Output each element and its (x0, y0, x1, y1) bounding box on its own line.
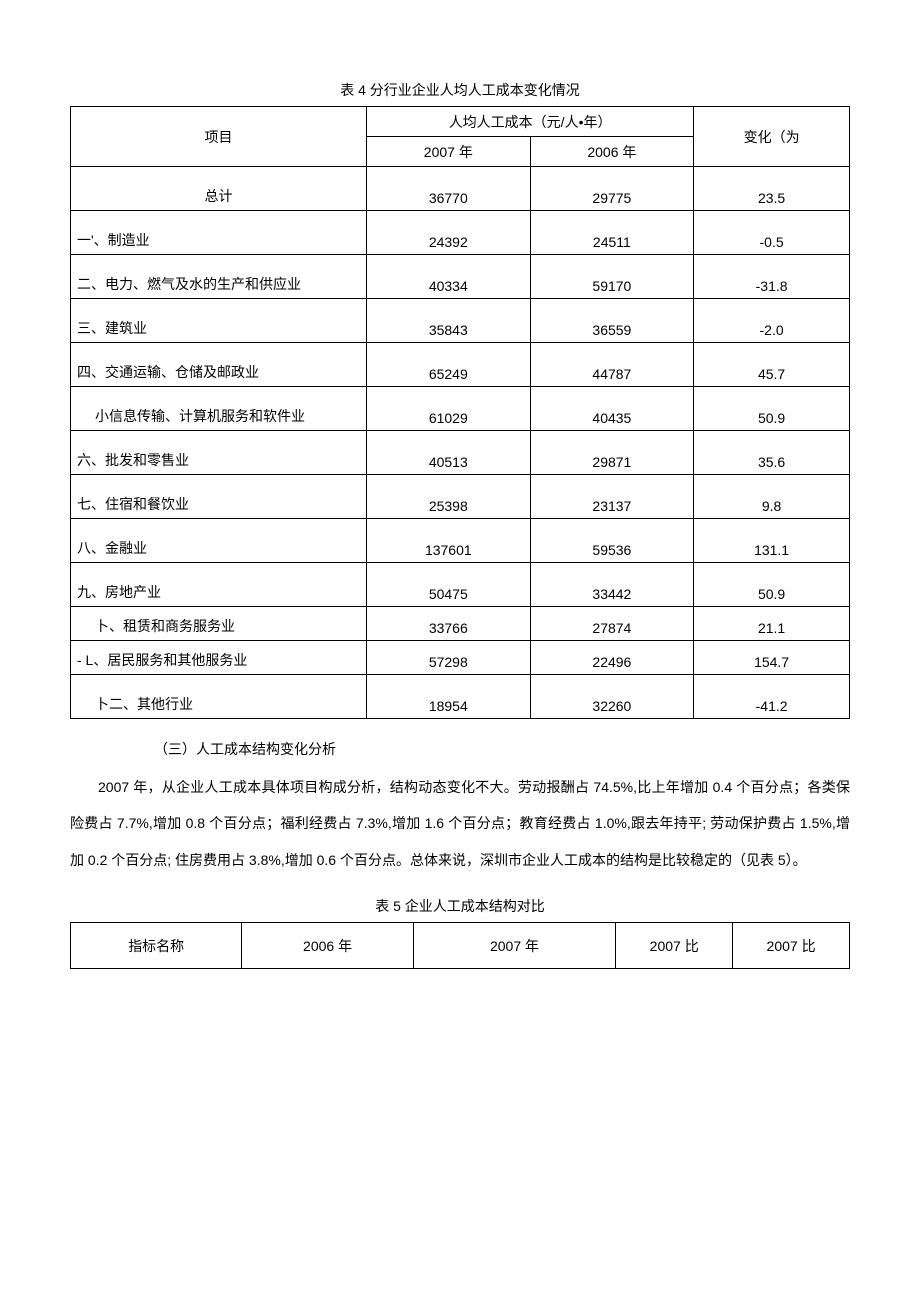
table4-val-2007: 50475 (367, 563, 531, 607)
table4-val-2007: 40513 (367, 431, 531, 475)
table4-label: 二、电力、燃气及水的生产和供应业 (71, 255, 367, 299)
table5-hdr-c2: 2006 年 (242, 923, 413, 969)
table5: 指标名称 2006 年 2007 年 2007 比 2007 比 (70, 922, 850, 969)
section-heading: （三）人工成本结构变化分析 (70, 739, 850, 759)
table4-val-change: 131.1 (694, 519, 850, 563)
table4-val-2006: 22496 (530, 641, 694, 675)
table4-val-2007: 25398 (367, 475, 531, 519)
table4-val-2006: 27874 (530, 607, 694, 641)
table-row: 小信息传输、计算机服务和软件业610294043550.9 (71, 387, 850, 431)
table4-label: 一'、制造业 (71, 211, 367, 255)
table-row: 七、住宿和餐饮业25398231379.8 (71, 475, 850, 519)
table4-val-2006: 59170 (530, 255, 694, 299)
table4-val-2007: 33766 (367, 607, 531, 641)
table4-val-2007: 18954 (367, 675, 531, 719)
table5-title: 表 5 企业人工成本结构对比 (70, 896, 850, 916)
analysis-paragraph: 2007 年，从企业人工成本具体项目构成分析，结构动态变化不大。劳动报酬占 74… (70, 769, 850, 878)
table4-hdr-group: 人均人工成本（元/人•年） (367, 107, 694, 137)
table4-hdr-2007: 2007 年 (367, 137, 531, 167)
table-row: 总计367702977523.5 (71, 167, 850, 211)
table-row: 一'、制造业2439224511-0.5 (71, 211, 850, 255)
table4-val-2006: 40435 (530, 387, 694, 431)
table4-val-2006: 29871 (530, 431, 694, 475)
table-row: 三、建筑业3584336559-2.0 (71, 299, 850, 343)
table4-val-2006: 33442 (530, 563, 694, 607)
table4-val-change: 35.6 (694, 431, 850, 475)
table4-val-2007: 36770 (367, 167, 531, 211)
table4-label: 四、交通运输、仓储及邮政业 (71, 343, 367, 387)
table4-val-2006: 24511 (530, 211, 694, 255)
table4-label: 六、批发和零售业 (71, 431, 367, 475)
table4-label: 卜、租赁和商务服务业 (71, 607, 367, 641)
table4-val-change: 23.5 (694, 167, 850, 211)
table-row: 八、金融业13760159536131.1 (71, 519, 850, 563)
table4-hdr-project: 项目 (71, 107, 367, 167)
table5-hdr-c5: 2007 比 (733, 923, 850, 969)
table4-title: 表 4 分行业企业人均人工成本变化情况 (70, 80, 850, 100)
table4-val-2007: 40334 (367, 255, 531, 299)
table4-label: - L、居民服务和其他服务业 (71, 641, 367, 675)
table4-val-change: -2.0 (694, 299, 850, 343)
table4-label: 卜二、其他行业 (71, 675, 367, 719)
table4-val-2006: 29775 (530, 167, 694, 211)
table4-label: 三、建筑业 (71, 299, 367, 343)
table4-val-2007: 35843 (367, 299, 531, 343)
table5-hdr-c1: 指标名称 (71, 923, 242, 969)
table-row: 六、批发和零售业405132987135.6 (71, 431, 850, 475)
table4-val-2006: 32260 (530, 675, 694, 719)
table4-val-2007: 61029 (367, 387, 531, 431)
table5-hdr-c3: 2007 年 (413, 923, 616, 969)
table4-val-2006: 44787 (530, 343, 694, 387)
table4-val-2006: 36559 (530, 299, 694, 343)
table4-label: 小信息传输、计算机服务和软件业 (71, 387, 367, 431)
table5-header-row: 指标名称 2006 年 2007 年 2007 比 2007 比 (71, 923, 850, 969)
table4-val-2006: 59536 (530, 519, 694, 563)
table4: 项目 人均人工成本（元/人•年） 变化（为 2007 年 2006 年 总计36… (70, 106, 850, 719)
table4-val-change: 9.8 (694, 475, 850, 519)
table4-hdr-change: 变化（为 (694, 107, 850, 167)
table4-val-2006: 23137 (530, 475, 694, 519)
table4-val-change: -31.8 (694, 255, 850, 299)
table4-val-change: 21.1 (694, 607, 850, 641)
table4-val-change: 50.9 (694, 387, 850, 431)
table-row: 卜二、其他行业1895432260-41.2 (71, 675, 850, 719)
table4-val-change: 45.7 (694, 343, 850, 387)
table4-label: 九、房地产业 (71, 563, 367, 607)
table4-label: 总计 (71, 167, 367, 211)
table5-hdr-c4: 2007 比 (616, 923, 733, 969)
table4-val-2007: 57298 (367, 641, 531, 675)
table4-label: 八、金融业 (71, 519, 367, 563)
table4-val-2007: 137601 (367, 519, 531, 563)
table4-val-change: 50.9 (694, 563, 850, 607)
table-row: - L、居民服务和其他服务业5729822496154.7 (71, 641, 850, 675)
table-row: 九、房地产业504753344250.9 (71, 563, 850, 607)
table4-val-change: -41.2 (694, 675, 850, 719)
table4-hdr-2006: 2006 年 (530, 137, 694, 167)
table4-val-change: -0.5 (694, 211, 850, 255)
table-row: 二、电力、燃气及水的生产和供应业4033459170-31.8 (71, 255, 850, 299)
table4-val-2007: 65249 (367, 343, 531, 387)
table4-body: 总计367702977523.5一'、制造业2439224511-0.5二、电力… (71, 167, 850, 719)
table4-label: 七、住宿和餐饮业 (71, 475, 367, 519)
table4-val-change: 154.7 (694, 641, 850, 675)
table-row: 四、交通运输、仓储及邮政业652494478745.7 (71, 343, 850, 387)
table-row: 卜、租赁和商务服务业337662787421.1 (71, 607, 850, 641)
table4-val-2007: 24392 (367, 211, 531, 255)
